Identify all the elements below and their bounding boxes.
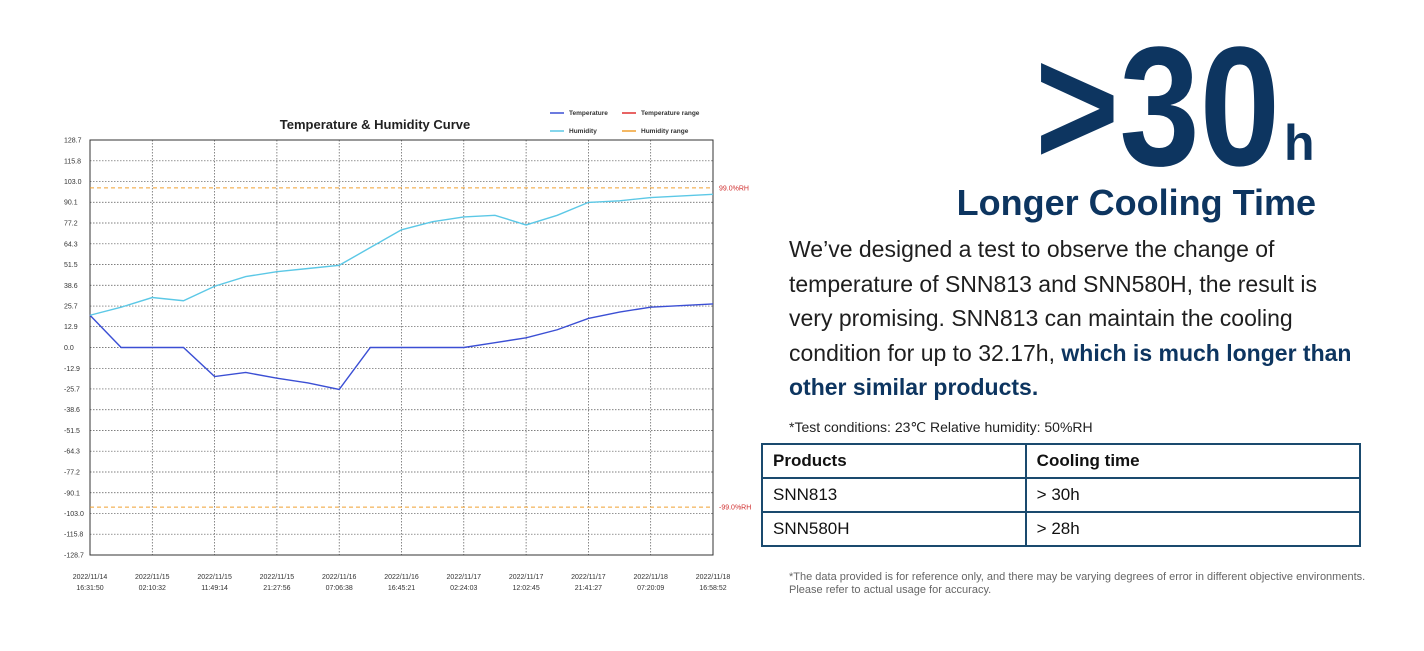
y-tick-label: 38.6 (64, 283, 78, 290)
y-tick-label: -128.7 (64, 553, 84, 560)
x-tick-label: 2022/11/16 (322, 574, 357, 581)
chart-title: Temperature & Humidity Curve (280, 117, 470, 132)
x-tick-label: 2022/11/17 (447, 574, 482, 581)
legend-label: Temperature (569, 110, 608, 117)
y-tick-label: -51.5 (64, 428, 80, 435)
y-tick-label: 128.7 (64, 138, 82, 145)
x-tick-label: 16:31:50 (76, 585, 103, 592)
table: Products Cooling time SNN813 > 30h SNN580H… (761, 443, 1362, 547)
y-tick-label: -90.1 (64, 490, 80, 497)
x-tick-label: 2022/11/15 (197, 574, 232, 581)
footnote: *The data provided is for reference only… (789, 571, 1366, 596)
y-tick-label: -115.8 (64, 532, 83, 539)
y-tick-label: 115.8 (64, 158, 81, 165)
legend-label: Humidity (569, 128, 597, 135)
x-tick-label: 2022/11/15 (135, 574, 170, 581)
x-tick-label: 2022/11/18 (696, 574, 731, 581)
reference-label: -99.0%RH (719, 505, 751, 512)
x-tick-label: 2022/11/17 (571, 574, 606, 581)
x-tick-label: 02:24:03 (450, 585, 477, 592)
x-tick-label: 2022/11/15 (260, 574, 295, 581)
y-tick-label: 77.2 (64, 221, 78, 228)
x-tick-label: 2022/11/14 (73, 574, 108, 581)
x-tick-label: 2022/11/16 (384, 574, 419, 581)
y-tick-label: -103.0 (64, 511, 84, 518)
y-tick-label: -12.9 (64, 366, 80, 373)
x-tick-label: 16:58:52 (699, 585, 726, 592)
reference-label: 99.0%RH (719, 185, 749, 192)
x-tick-label: 2022/11/18 (633, 574, 668, 581)
cell: SNN580H (761, 511, 1027, 547)
cell: SNN813 (761, 477, 1027, 513)
series-line (89, 303, 714, 391)
x-tick-label: 21:41:27 (575, 585, 602, 592)
x-tick-label: 12:02:45 (512, 585, 539, 592)
text: We’ve designed a test to observe the cha… (789, 236, 1317, 366)
y-tick-label: 51.5 (64, 262, 78, 269)
bold-text: which is much longer than other similar … (789, 339, 1352, 401)
header-cell: Cooling time (1024, 443, 1362, 479)
x-tick-label: 16:45:21 (388, 585, 415, 592)
y-tick-label: 103.0 (64, 179, 82, 186)
y-tick-label: 12.9 (64, 324, 78, 331)
x-tick-label: 02:10:32 (139, 585, 166, 592)
header-cell: Products (761, 443, 1027, 479)
legend-label: Temperature range (641, 110, 700, 117)
x-tick-label: 11:49:14 (201, 585, 228, 592)
cell: > 30h (1024, 477, 1362, 513)
y-tick-label: 25.7 (64, 304, 78, 311)
legend-label: Humidity range (641, 128, 689, 135)
plot-border (89, 139, 714, 556)
series-line (89, 193, 714, 316)
y-tick-label: 0.0 (64, 345, 74, 352)
x-tick-label: 07:06:38 (326, 585, 353, 592)
y-tick-label: -77.2 (64, 469, 80, 476)
headline-title: Longer Cooling Time (957, 182, 1316, 223)
cell: > 28h (1024, 511, 1362, 547)
y-tick-label: 64.3 (64, 241, 78, 248)
note: *Test conditions: 23℃ Relative humidity:… (789, 419, 1093, 435)
paragraph: We’ve designed a test to observe the cha… (789, 232, 1364, 405)
headline-unit: h (1284, 115, 1315, 171)
x-tick-label: 21:27:56 (263, 585, 290, 592)
y-tick-label: -25.7 (64, 386, 80, 393)
headline-big: >30 (1035, 12, 1280, 202)
y-tick-label: -64.3 (64, 449, 80, 456)
x-tick-label: 2022/11/17 (509, 574, 544, 581)
y-tick-label: -38.6 (64, 407, 80, 414)
x-tick-label: 07:20:09 (637, 585, 664, 592)
y-tick-label: 90.1 (64, 200, 78, 207)
